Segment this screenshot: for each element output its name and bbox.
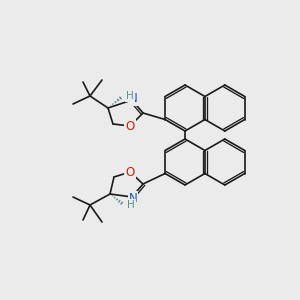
Text: N: N (129, 92, 137, 106)
Text: O: O (125, 119, 135, 133)
Text: N: N (129, 191, 137, 205)
Text: H: H (127, 200, 135, 210)
Text: O: O (125, 166, 135, 178)
Text: H: H (126, 91, 134, 101)
